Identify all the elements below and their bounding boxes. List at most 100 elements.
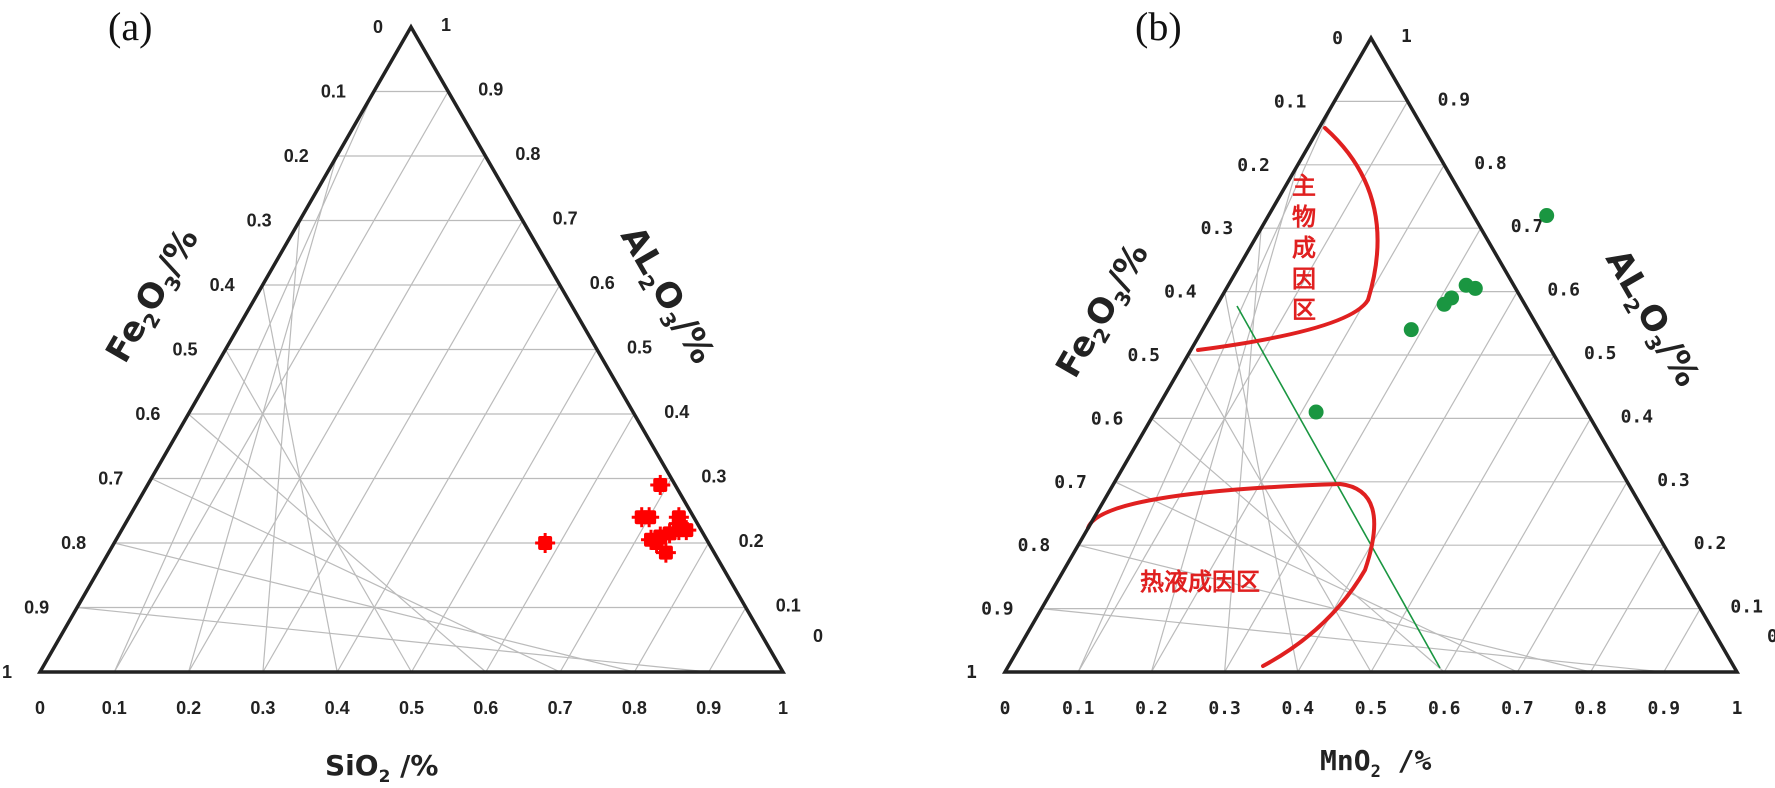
panel-a-left-tick: 0.7 [98, 469, 123, 489]
panel-a-grid-line [485, 413, 635, 673]
panel-a-left-tick: 1 [2, 662, 12, 682]
panel-a-left-tick: 0.3 [247, 211, 272, 231]
panel-a-right-axis-title: AL2O3/% [609, 220, 723, 373]
panel-b-left-tick: 1 [966, 662, 977, 683]
panel-b-grid-line [1041, 608, 1664, 673]
panel-a-bottom-tick: 0.2 [176, 698, 201, 718]
panel-b-right-tick: 0.3 [1657, 470, 1690, 491]
panel-b-bottom-tick: 0.6 [1428, 698, 1461, 719]
panel-a-right-tick: 0.2 [739, 531, 764, 551]
panel-a-right-tick: 0.5 [627, 338, 652, 358]
panel-a-bottom-tick: 0 [35, 698, 45, 718]
panel-a-grid-line [708, 607, 747, 673]
panel-a-grid-line [114, 542, 635, 673]
panel-a-left-tick: 0.9 [24, 598, 49, 618]
panel-a-left-tick: 0.2 [284, 146, 309, 166]
panel-b-grid-line [1590, 544, 1665, 673]
data-point [1403, 322, 1419, 338]
panel-b-left-tick: 0.9 [981, 599, 1014, 620]
panel-b-trend-line [1236, 305, 1441, 669]
panel-b-label: (b) [1135, 4, 1182, 49]
panel-a-label: (a) [108, 4, 152, 49]
panel-a-grid [77, 90, 747, 673]
data-point [1539, 208, 1555, 224]
panel-a-right-tick: 0.6 [590, 273, 615, 293]
panel-a-right-tick: 0.8 [515, 144, 540, 164]
panel-a-right-tick: 0 [813, 626, 823, 646]
panel-b-biogenic-boundary [1196, 126, 1380, 352]
panel-b-right-tick: 1 [1401, 26, 1412, 47]
panel-b-bottom-tick: 0 [1000, 698, 1011, 719]
panel-a: (a) 0 0 0 0.1 0.1 0.1 0.2 0.2 0.2 0.3 0.3 0.3 0.4 0.4… [2, 4, 823, 787]
panel-a-right-tick: 0.7 [553, 209, 578, 229]
svg-text:区: 区 [1292, 296, 1316, 324]
panel-b-bottom-tick: 0.9 [1648, 698, 1681, 719]
panel-a-bottom-tick: 0.9 [696, 698, 721, 718]
panel-a-grid-line [633, 542, 710, 673]
data-point [1436, 296, 1452, 312]
data-point [1308, 404, 1324, 420]
panel-a-left-tick: 0.5 [172, 340, 197, 360]
panel-a-bottom-tick: 0.1 [102, 698, 127, 718]
panel-b-points [1308, 208, 1555, 420]
panel-a-grid-line [151, 477, 561, 673]
panel-a-grid-line [410, 349, 598, 673]
panel-a-grid-line [188, 413, 487, 673]
panel-b-hydrothermal-label: 热液成因区 [1140, 568, 1260, 596]
panel-b-grid-line [1370, 354, 1555, 673]
panel-a-points [535, 474, 697, 563]
panel-b-left-tick: 0.1 [1274, 91, 1307, 112]
panel-b-right-tick: 0.6 [1547, 280, 1580, 301]
svg-text:因: 因 [1292, 265, 1316, 293]
panel-b-biogenic-label: 主 物 成 因 区 [1292, 172, 1316, 324]
panel-b-bottom-tick: 0.8 [1574, 698, 1607, 719]
panel-a-grid-line [224, 349, 413, 673]
panel-b-left-tick: 0 [1332, 28, 1343, 49]
panel-b-right-tick: 0 [1767, 626, 1775, 647]
panel-b-grid-line [1187, 354, 1372, 673]
panel-b-hydrothermal-boundary [1086, 481, 1377, 668]
panel-a-left-tick: 0.8 [61, 533, 86, 553]
panel-b-grid-line [1443, 418, 1592, 673]
panel-b-right-tick: 0.9 [1438, 89, 1471, 110]
panel-b-left-tick: 0.8 [1018, 535, 1051, 556]
panel-b-right-tick: 0.1 [1730, 597, 1763, 618]
panel-a-frame [36, 23, 787, 674]
panel-b-left-tick: 0.3 [1201, 218, 1234, 239]
panel-b-bottom-tick: 0.1 [1062, 698, 1095, 719]
panel-b-right-axis-title: AL2O3/% [1594, 243, 1708, 396]
panel-b-grid [1041, 100, 1701, 673]
panel-a-left-tick: 0.6 [135, 404, 160, 424]
panel-b-left-tick: 0.7 [1054, 472, 1087, 493]
panel-a-left-tick: 0.1 [321, 82, 346, 102]
panel-b-ticks: 0000.10.10.10.20.20.20.30.30.30.40.40.40… [966, 26, 1775, 719]
panel-a-ticks: 0 0 0 0.1 0.1 0.1 0.2 0.2 0.2 0.3 0.3 0.3 0.4 0.4 0.4 0… [2, 15, 823, 718]
panel-b-bottom-tick: 0.5 [1355, 698, 1388, 719]
panel-b-right-tick: 0.4 [1621, 406, 1654, 427]
panel-a-bottom-tick: 0.4 [325, 698, 350, 718]
panel-a-left-tick: 0.4 [210, 275, 235, 295]
panel-b-left-tick: 0.4 [1164, 282, 1197, 303]
panel-b-grid-line [1114, 481, 1518, 673]
panel-b-right-tick: 0.8 [1474, 153, 1507, 174]
panel-a-right-tick: 0.1 [776, 596, 801, 616]
panel-b-left-tick: 0.6 [1091, 408, 1124, 429]
panel-a-bottom-tick: 0.6 [473, 698, 498, 718]
panel-b-right-tick: 0.2 [1694, 533, 1727, 554]
panel-a-bottom-tick: 0.8 [622, 698, 647, 718]
svg-text:主: 主 [1292, 172, 1316, 200]
panel-b-bottom-axis-title: MnO2 /% [1320, 744, 1432, 782]
panel-a-right-tick: 1 [441, 15, 451, 35]
panel-b-bottom-tick: 0.7 [1501, 698, 1534, 719]
data-point [1467, 280, 1483, 296]
panel-b-left-tick: 0.2 [1237, 155, 1270, 176]
panel-a-bottom-tick: 1 [778, 698, 788, 718]
panel-a-left-tick: 0 [373, 17, 383, 37]
panel-b-bottom-tick: 0.3 [1208, 698, 1241, 719]
panel-b-right-tick: 0.7 [1511, 216, 1544, 237]
panel-a-grid-line [559, 478, 672, 673]
panel-a-right-tick: 0.9 [478, 80, 503, 100]
panel-b-grid-line [1151, 417, 1445, 673]
